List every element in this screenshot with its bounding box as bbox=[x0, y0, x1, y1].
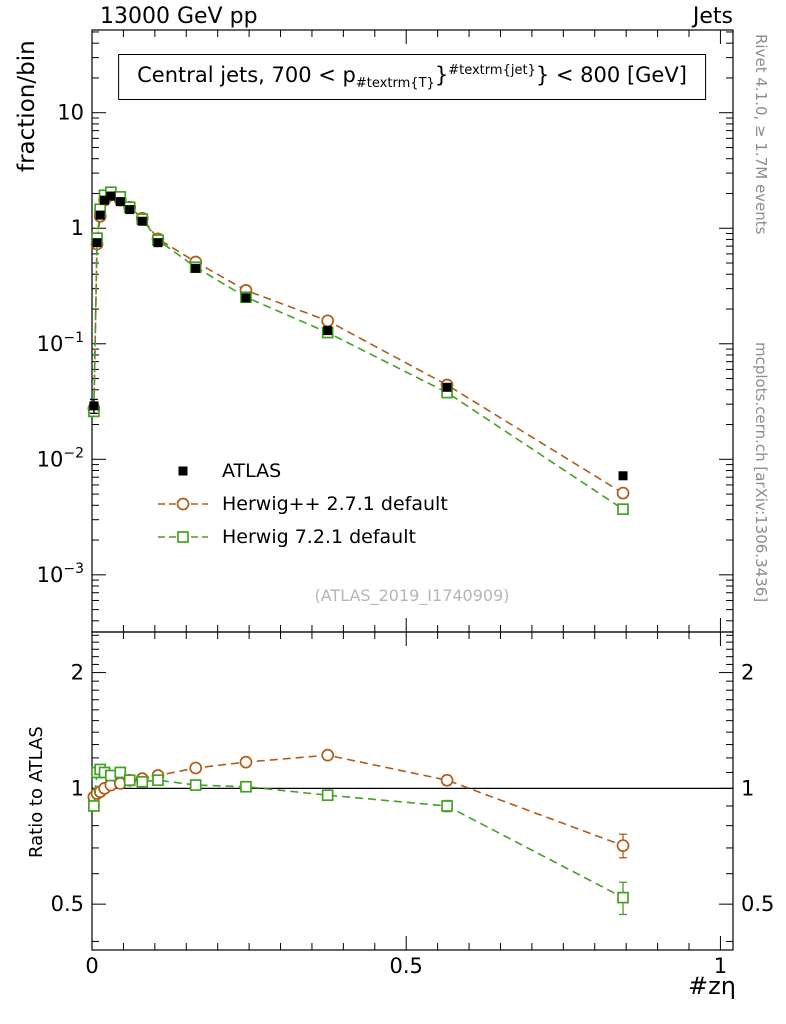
herwigpp-marker-icon bbox=[158, 497, 208, 510]
svg-text:2: 2 bbox=[71, 661, 84, 685]
svg-text:0.5: 0.5 bbox=[51, 892, 84, 916]
title-subscript: #textrm{T} bbox=[355, 76, 435, 92]
legend-item-herwigpp: Herwig++ 2.7.1 default bbox=[156, 487, 448, 520]
legend-label-atlas: ATLAS bbox=[222, 459, 282, 482]
process-label: Jets bbox=[692, 4, 733, 29]
atlas-marker-icon bbox=[178, 466, 188, 475]
legend-item-herwig7: Herwig 7.2.1 default bbox=[156, 520, 448, 553]
legend-label-herwig7: Herwig 7.2.1 default bbox=[222, 525, 416, 548]
svg-text:10−1: 10−1 bbox=[37, 330, 84, 356]
title-mid: } bbox=[434, 63, 449, 87]
svg-text:1: 1 bbox=[714, 954, 727, 978]
svg-text:10: 10 bbox=[57, 101, 84, 125]
y-axis-title: fraction/bin bbox=[14, 40, 40, 172]
svg-text:2: 2 bbox=[741, 661, 754, 685]
ratio-axis-title: Ratio to ATLAS bbox=[26, 726, 47, 858]
title-pre: Central jets, 700 < p bbox=[137, 63, 356, 87]
analysis-id-watermark: (ATLAS_2019_I1740909) bbox=[314, 586, 510, 605]
plot-title: Central jets, 700 < p#textrm{T}}#textrm{… bbox=[118, 54, 706, 101]
herwig7-marker-icon bbox=[158, 530, 208, 543]
mcplots-reference-label: mcplots.cern.ch [arXiv:1306.3436] bbox=[752, 342, 770, 603]
legend-item-atlas: ATLAS bbox=[156, 454, 448, 487]
svg-text:10−2: 10−2 bbox=[37, 445, 84, 471]
title-post: } < 800 [GeV] bbox=[535, 63, 687, 87]
title-superscript: #textrm{jet} bbox=[448, 63, 536, 78]
svg-text:0: 0 bbox=[85, 954, 98, 978]
svg-text:10−3: 10−3 bbox=[37, 561, 84, 587]
svg-text:1: 1 bbox=[71, 216, 84, 240]
legend: ATLAS Herwig++ 2.7.1 default Herwig 7.2.… bbox=[156, 454, 448, 553]
x-axis-title: #zη bbox=[688, 972, 736, 1000]
beam-energy-label: 13000 GeV pp bbox=[100, 4, 258, 29]
rivet-version-label: Rivet 4.1.0, ≥ 1.7M events bbox=[752, 34, 770, 235]
svg-text:1: 1 bbox=[741, 776, 754, 800]
svg-text:0.5: 0.5 bbox=[390, 954, 423, 978]
svg-text:0.5: 0.5 bbox=[741, 892, 774, 916]
svg-text:1: 1 bbox=[71, 776, 84, 800]
legend-label-herwigpp: Herwig++ 2.7.1 default bbox=[222, 492, 448, 515]
